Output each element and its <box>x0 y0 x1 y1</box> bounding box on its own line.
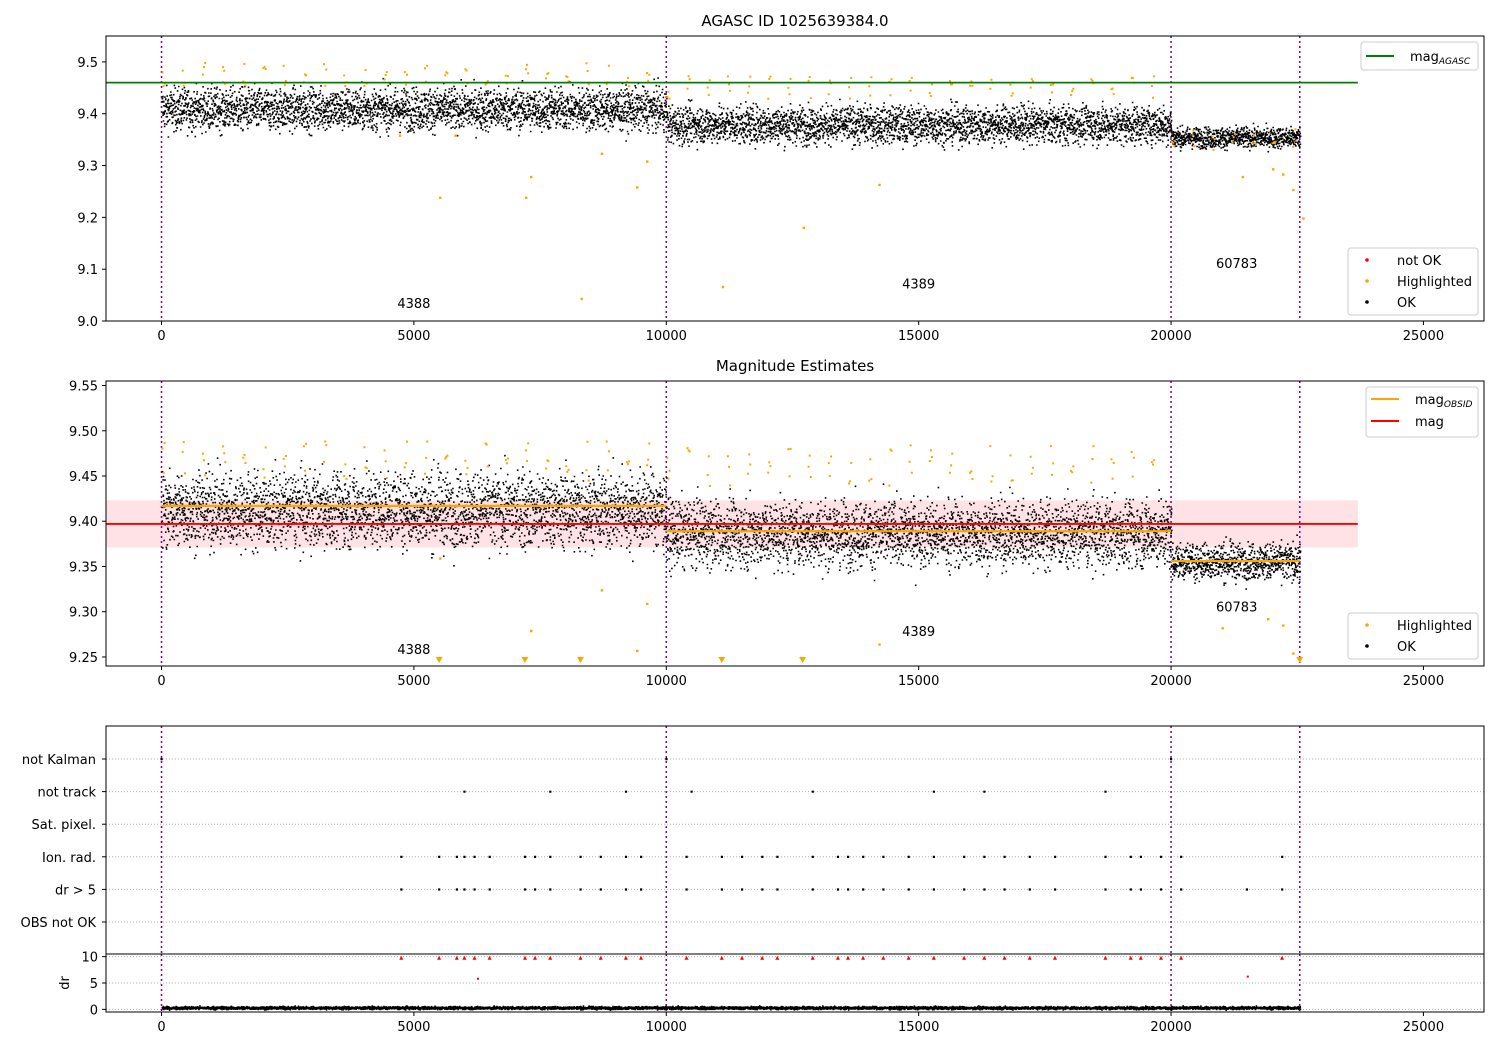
p2-ytick-label: 9.35 <box>69 560 98 575</box>
p2-xtick-label: 5000 <box>397 674 430 689</box>
p2-clipped-marker <box>799 657 807 663</box>
p2-xtick-label: 20000 <box>1150 674 1191 689</box>
p1-bottom-legend-swatch <box>1365 258 1369 262</box>
p1-ytick-label: 9.1 <box>77 263 98 278</box>
p4-ytick-label: 10 <box>81 951 98 966</box>
p3-flag-label: OBS not OK <box>21 916 97 931</box>
p2-plot-frame <box>105 380 1485 667</box>
p4-xtick-label: 10000 <box>646 1020 687 1035</box>
p4-plot-background <box>106 954 1484 1012</box>
p3-flag-points <box>160 758 1173 761</box>
p4-ylabel: dr <box>58 976 73 990</box>
p1-xtick-label: 5000 <box>397 329 430 344</box>
p3-plot-background <box>106 726 1484 954</box>
p1-ytick-label: 9.4 <box>77 108 98 123</box>
p3-flag-label: not track <box>37 786 96 801</box>
p1-bottom-legend-swatch <box>1365 279 1369 283</box>
p2-bottom-legend-swatch <box>1365 623 1369 627</box>
p4-ytick-label: 5 <box>90 977 98 992</box>
p2-bottom-legend-frame <box>1347 612 1479 660</box>
p4-xtick-label: 5000 <box>397 1020 430 1035</box>
p1-ytick-label: 9.0 <box>77 315 98 330</box>
p2-ytick-label: 9.50 <box>69 425 98 440</box>
p2-obsid-label: 4388 <box>397 643 430 658</box>
p4-xtick-label: 0 <box>157 1020 165 1035</box>
p2-clipped-marker <box>1296 657 1304 663</box>
p1-top-legend-frame <box>1360 41 1479 71</box>
flags-panel: not Kalman not track Sat. pixel. Ion. rad. d… <box>21 725 1485 955</box>
p4-xtick-label: 20000 <box>1150 1020 1191 1035</box>
p2-ytick-label: 9.25 <box>69 651 98 666</box>
p3-flag-label: not Kalman <box>22 753 96 768</box>
p2-bottom-legend-swatch <box>1365 644 1369 648</box>
p1-xtick-label: 10000 <box>646 329 687 344</box>
p1-ok-points <box>161 77 668 142</box>
p2-clipped-marker <box>521 657 529 663</box>
p2-clipped-marker <box>576 657 584 663</box>
p3-flag-label: dr > 5 <box>55 883 96 898</box>
p3-flag-label: Sat. pixel. <box>32 818 96 833</box>
p4-ytick-label: 0 <box>90 1003 98 1018</box>
p1-plot-background <box>106 36 1484 321</box>
p1-title: AGASC ID 1025639384.0 <box>701 12 888 30</box>
p2-xtick-label: 15000 <box>898 674 939 689</box>
p4-xtick-label: 15000 <box>898 1020 939 1035</box>
p2-top-legend-label: mag <box>1415 415 1444 430</box>
p1-ytick-label: 9.5 <box>77 56 98 71</box>
p2-ok-2-points <box>666 483 1173 587</box>
p2-ytick-label: 9.30 <box>69 606 98 621</box>
dr-panel: dr 0 5000 10000 15000 20000 25000 0 5 10 <box>58 951 1485 1035</box>
p2-xtick-label: 10000 <box>646 674 687 689</box>
p1-ok-points <box>1171 122 1302 153</box>
p1-obsid-label: 4388 <box>397 297 430 312</box>
p2-bottom-legend-label: OK <box>1397 640 1416 655</box>
p2-obsid-label: 60783 <box>1216 601 1257 616</box>
p2-plot-content: 4388 4389 60783 <box>106 381 1358 666</box>
p1-ytick-label: 9.3 <box>77 160 98 175</box>
p1-bottom-legend-label: not OK <box>1397 254 1442 269</box>
p1-bottom-legend-label: OK <box>1397 296 1416 311</box>
p4-dr-points <box>161 1005 1302 1011</box>
p3-plot-content <box>106 726 1484 954</box>
p1-obsid-label: 4389 <box>902 277 935 292</box>
p1-obsid-label: 60783 <box>1216 257 1257 272</box>
p1-plot-content: 4388 4389 60783 <box>106 36 1358 321</box>
p1-xtick-label: 15000 <box>898 329 939 344</box>
p1-xtick-label: 0 <box>157 329 165 344</box>
p4-plot-content <box>106 954 1484 1012</box>
p2-xtick-label: 25000 <box>1403 674 1444 689</box>
p4-xtick-label: 25000 <box>1403 1020 1444 1035</box>
p2-obsid-label: 4389 <box>902 625 935 640</box>
p2-ytick-label: 9.45 <box>69 470 98 485</box>
p3-flag-label: Ion. rad. <box>42 851 96 866</box>
p1-ytick-label: 9.2 <box>77 211 98 226</box>
p1-xtick-label: 25000 <box>1403 329 1444 344</box>
p2-ytick-label: 9.40 <box>69 515 98 530</box>
p2-ok-1-points <box>161 454 668 567</box>
p2-title: Magnitude Estimates <box>716 357 874 375</box>
p2-clipped-marker <box>718 657 726 663</box>
p1-bottom-legend-label: Highlighted <box>1397 275 1472 290</box>
p1-ok-points <box>666 98 1173 152</box>
p2-clipped-marker <box>435 657 443 663</box>
p1-plot-frame <box>105 35 1485 322</box>
p1-bottom-legend-frame <box>1347 247 1479 316</box>
p1-bottom-legend-swatch <box>1365 300 1369 304</box>
p1-xtick-label: 20000 <box>1150 329 1191 344</box>
p2-xtick-label: 0 <box>157 674 165 689</box>
p2-ytick-label: 9.55 <box>69 380 98 395</box>
p2-bottom-legend-label: Highlighted <box>1397 619 1472 634</box>
